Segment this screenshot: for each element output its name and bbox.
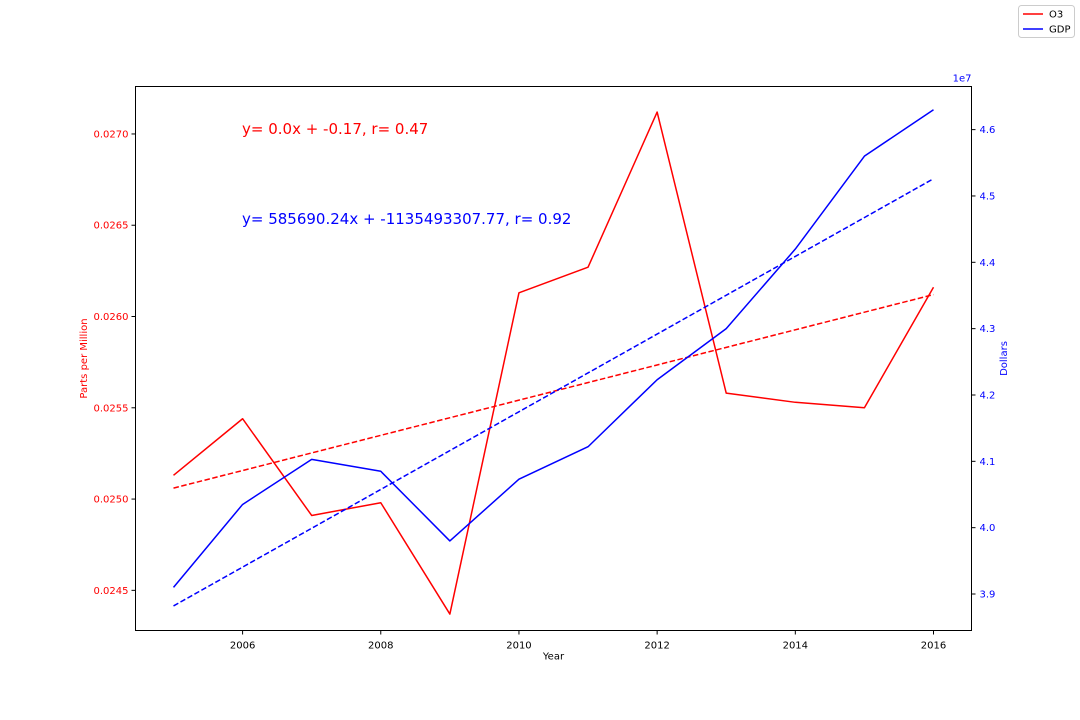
x-axis: 2006 2008 2010 2012 2014 2016 Year xyxy=(230,630,946,663)
x-tick-label: 2008 xyxy=(368,641,393,652)
series-layer xyxy=(172,109,935,615)
right-y-tick-label: 4.5 xyxy=(980,191,996,202)
gdp-trend-line xyxy=(173,178,934,607)
x-tick-label: 2016 xyxy=(921,641,946,652)
left-y-axis-label: Parts per Million xyxy=(79,318,90,398)
left-y-tick-label: 0.0245 xyxy=(94,586,129,597)
right-y-axis-label: Dollars xyxy=(999,341,1010,376)
right-y-tick-label: 4.1 xyxy=(980,457,996,468)
left-y-tick-label: 0.0260 xyxy=(94,312,129,323)
gdp-series-line xyxy=(172,109,934,588)
right-y-axis: 3.9 4.0 4.1 4.2 4.3 4.4 4.5 4.6 1e7 Dollars xyxy=(953,74,1010,601)
right-y-tick-label: 4.3 xyxy=(980,324,996,335)
annotations: y= 0.0x + -0.17, r= 0.47 y= 585690.24x + … xyxy=(242,120,571,228)
legend-label: GDP xyxy=(1049,25,1070,36)
left-y-axis: 0.0245 0.0250 0.0255 0.0260 0.0265 0.0270 Part… xyxy=(79,129,136,597)
right-y-tick-label: 4.4 xyxy=(980,258,996,269)
right-y-offset-text: 1e7 xyxy=(953,74,972,85)
left-y-tick-label: 0.0265 xyxy=(94,221,129,232)
right-y-tick-label: 4.0 xyxy=(980,523,996,534)
x-tick-label: 2014 xyxy=(783,641,808,652)
legend-label: O3 xyxy=(1049,10,1063,21)
x-tick-label: 2006 xyxy=(230,641,255,652)
left-y-tick-label: 0.0270 xyxy=(94,129,129,140)
o3-trend-line xyxy=(173,293,934,489)
legend: O3 GDP xyxy=(1018,5,1075,38)
left-y-tick-label: 0.0255 xyxy=(94,403,129,414)
right-y-tick-label: 4.2 xyxy=(980,390,996,401)
right-y-tick-label: 3.9 xyxy=(980,590,996,601)
left-y-tick-label: 0.0250 xyxy=(94,495,129,506)
right-y-tick-label: 4.6 xyxy=(980,125,996,136)
regression-annotation: y= 0.0x + -0.17, r= 0.47 xyxy=(242,120,428,138)
regression-annotation: y= 585690.24x + -1135493307.77, r= 0.92 xyxy=(242,210,571,228)
x-axis-label: Year xyxy=(542,652,565,663)
plot-frame xyxy=(135,86,972,631)
x-tick-label: 2012 xyxy=(644,641,669,652)
o3-series-line xyxy=(173,111,935,615)
x-tick-label: 2010 xyxy=(506,641,531,652)
